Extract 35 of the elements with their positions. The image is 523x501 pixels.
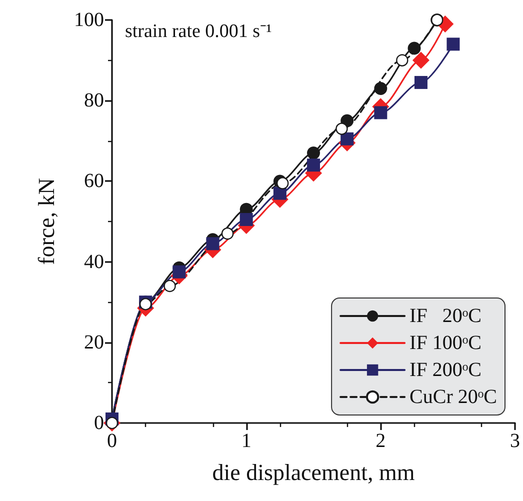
y-tick-label: 60 [84,170,104,192]
point [412,52,430,69]
point [396,54,408,66]
legend-label: IF 100ᵒC [410,332,482,354]
y-tick-label: 100 [74,9,104,31]
point [408,42,421,55]
y-tick-label: 80 [84,90,104,112]
legend-label: CuCr 20ᵒC [410,386,498,408]
point [221,227,234,240]
legend-label: IF 200ᵒC [410,359,482,381]
point [307,158,320,172]
point [374,106,388,120]
x-tick-label: 3 [510,430,520,452]
legend-label: IF 20ᵒC [410,305,482,327]
point [276,177,289,190]
y-axis-title: force, kN [34,178,59,265]
y-tick-label: 20 [84,331,104,354]
x-axis-title: die displacement, mm [212,460,415,485]
point [340,132,354,146]
point [240,212,253,226]
point [374,82,388,96]
y-tick-label: 40 [84,250,104,273]
point [414,76,428,89]
x-tick-label: 2 [376,430,386,452]
point [172,265,186,278]
y-tick-label: 0 [94,412,104,434]
x-tick-label: 1 [241,430,252,452]
point [336,122,348,135]
point [164,280,176,292]
point [139,298,152,310]
annotation: strain rate 0.001 s⁻¹ [125,21,272,42]
point [206,237,220,250]
point [446,38,460,51]
point [273,186,286,200]
point [307,146,320,160]
